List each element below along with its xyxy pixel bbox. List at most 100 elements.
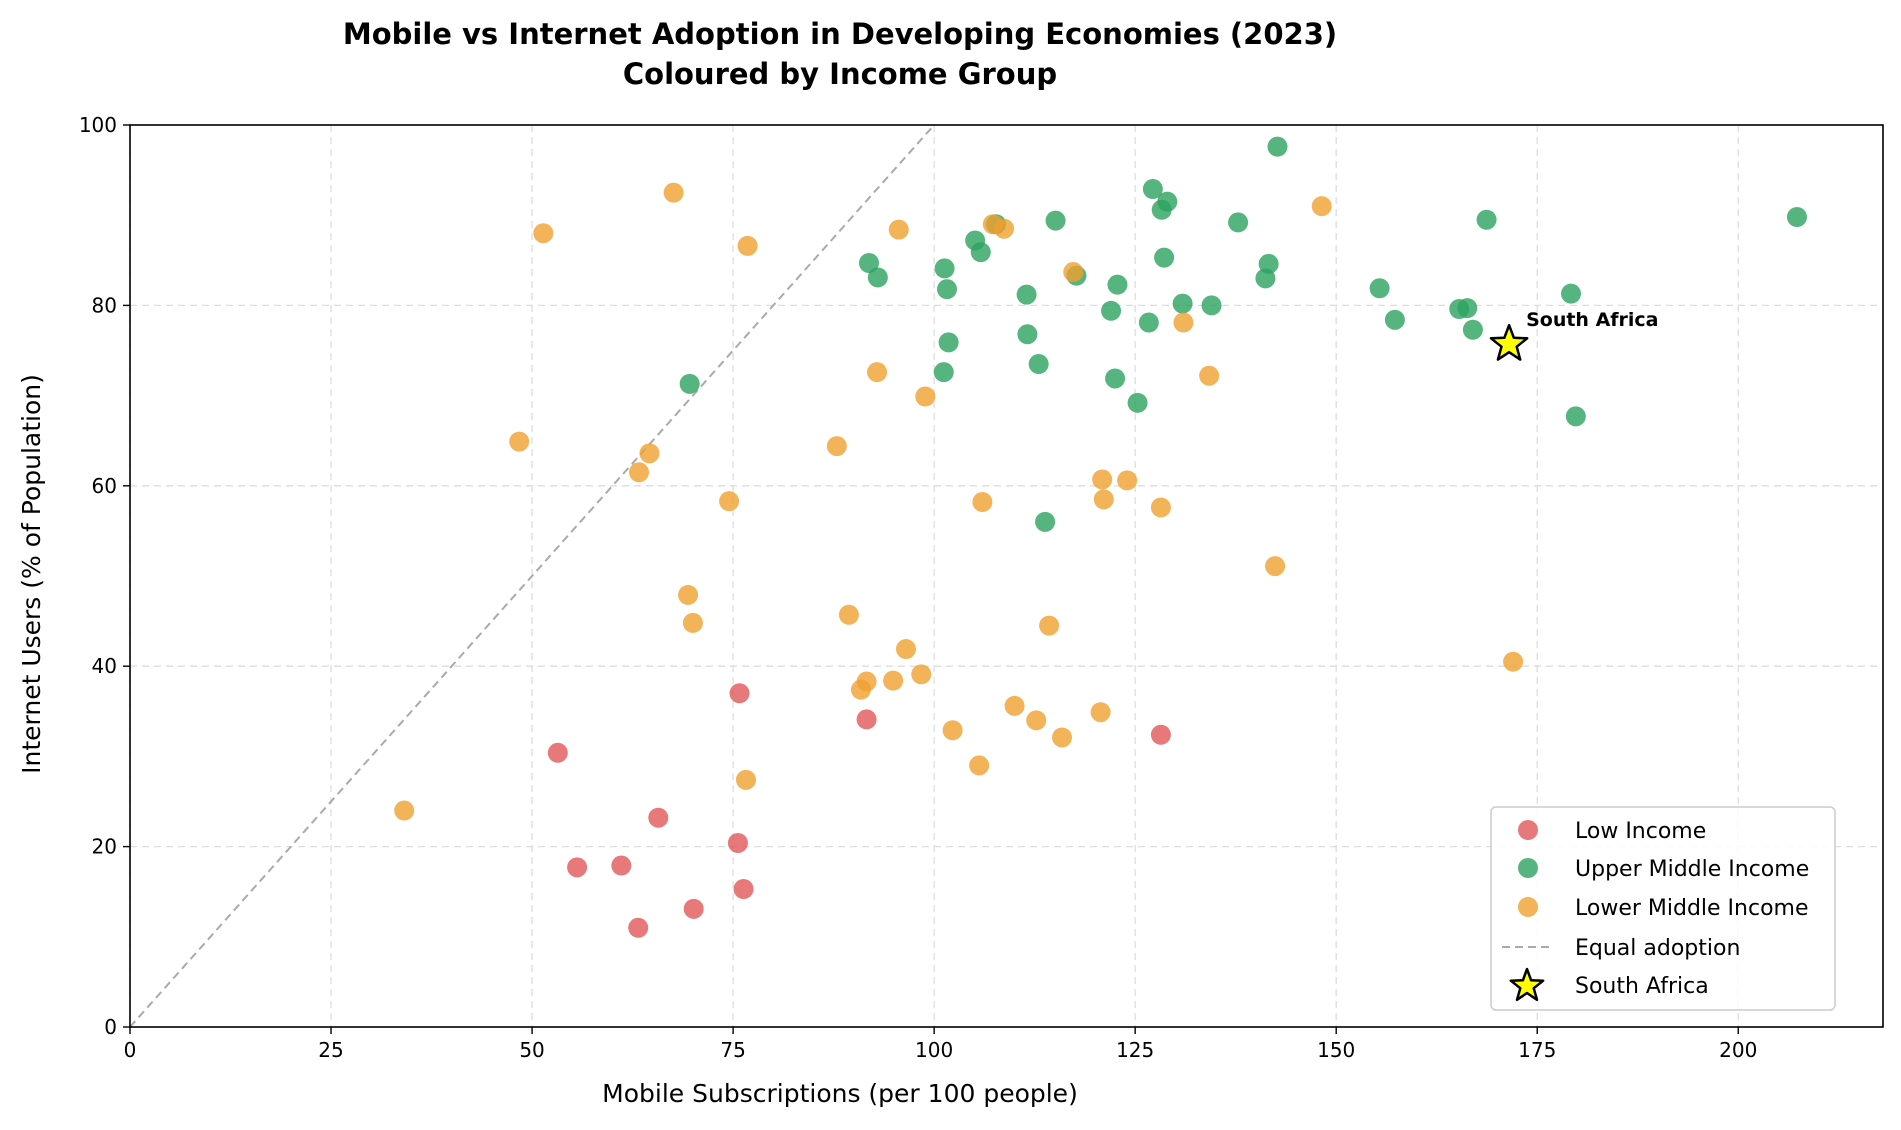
legend-marker-low-income: [1518, 820, 1538, 840]
point-lower-middle-income: [639, 443, 660, 464]
y-tick-label: 0: [104, 1015, 117, 1039]
point-upper-middle-income: [858, 253, 879, 274]
point-lower-middle-income: [1092, 469, 1113, 490]
point-lower-middle-income: [735, 769, 756, 790]
legend-box: [1490, 806, 1836, 1011]
x-tick-label: 0: [124, 1038, 137, 1062]
point-low-income: [648, 807, 669, 828]
point-low-income: [727, 832, 748, 853]
south-africa-star: [1489, 323, 1529, 361]
point-lower-middle-income: [629, 462, 650, 483]
point-low-income: [628, 917, 649, 938]
point-upper-middle-income: [1107, 274, 1128, 295]
point-low-income: [611, 855, 632, 876]
point-upper-middle-income: [933, 362, 954, 383]
point-lower-middle-income: [856, 671, 877, 692]
point-lower-middle-income: [867, 362, 888, 383]
point-lower-middle-income: [969, 755, 990, 776]
y-tick-label: 40: [92, 654, 117, 678]
point-upper-middle-income: [1045, 210, 1066, 231]
point-upper-middle-income: [1017, 324, 1038, 345]
point-upper-middle-income: [970, 242, 991, 263]
point-upper-middle-income: [1267, 136, 1288, 157]
south-africa-annotation: South Africa: [1526, 309, 1658, 331]
point-low-income: [1150, 724, 1171, 745]
x-tick-label: 25: [318, 1038, 343, 1062]
point-lower-middle-income: [1004, 695, 1025, 716]
legend-label-low-income: Low Income: [1575, 819, 1706, 844]
point-upper-middle-income: [1172, 293, 1193, 314]
legend-marker-upper-middle-income: [1518, 858, 1538, 878]
point-lower-middle-income: [915, 386, 936, 407]
point-lower-middle-income: [972, 492, 993, 513]
x-axis-label: Mobile Subscriptions (per 100 people): [602, 1079, 1078, 1108]
legend-marker-lower-middle-income: [1518, 897, 1538, 917]
point-upper-middle-income: [1127, 392, 1148, 413]
x-tick-label: 200: [1719, 1038, 1757, 1062]
point-upper-middle-income: [938, 332, 959, 353]
data-points: [394, 136, 1807, 938]
point-lower-middle-income: [663, 182, 684, 203]
point-upper-middle-income: [1384, 309, 1405, 330]
point-lower-middle-income: [678, 584, 699, 605]
y-tick-label: 80: [92, 293, 117, 317]
point-lower-middle-income: [1026, 710, 1047, 731]
point-upper-middle-income: [1035, 511, 1056, 532]
point-upper-middle-income: [936, 279, 957, 300]
point-lower-middle-income: [1503, 651, 1524, 672]
point-upper-middle-income: [1786, 207, 1807, 228]
point-lower-middle-income: [895, 639, 916, 660]
point-upper-middle-income: [1462, 319, 1483, 340]
point-low-income: [729, 683, 750, 704]
point-upper-middle-income: [1028, 354, 1049, 375]
point-lower-middle-income: [994, 218, 1015, 239]
point-upper-middle-income: [1369, 278, 1390, 299]
point-lower-middle-income: [394, 800, 415, 821]
point-lower-middle-income: [737, 235, 758, 256]
point-low-income: [856, 709, 877, 730]
x-tick-label: 175: [1518, 1038, 1556, 1062]
point-upper-middle-income: [934, 258, 955, 279]
point-upper-middle-income: [1457, 298, 1478, 319]
point-upper-middle-income: [1154, 247, 1175, 268]
point-upper-middle-income: [1258, 253, 1279, 274]
x-axis-ticks: 0 25 50 75 100 125 150 175 200: [124, 1027, 1757, 1062]
chart-subtitle: Coloured by Income Group: [623, 57, 1057, 91]
point-lower-middle-income: [1173, 312, 1194, 333]
point-lower-middle-income: [1090, 702, 1111, 723]
point-upper-middle-income: [1105, 368, 1126, 389]
point-upper-middle-income: [1201, 295, 1222, 316]
legend-marker-south-africa-star: [1509, 967, 1545, 1002]
point-upper-middle-income: [1157, 191, 1178, 212]
legend-label-upper-middle-income: Upper Middle Income: [1575, 857, 1809, 882]
point-lower-middle-income: [1039, 615, 1060, 636]
point-upper-middle-income: [1565, 406, 1586, 427]
point-low-income: [547, 742, 568, 763]
point-upper-middle-income: [1228, 212, 1249, 233]
y-tick-label: 20: [92, 835, 117, 859]
point-upper-middle-income: [1016, 284, 1037, 305]
legend-label-lower-middle-income: Lower Middle Income: [1575, 896, 1809, 921]
point-lower-middle-income: [883, 670, 904, 691]
point-lower-middle-income: [1117, 470, 1138, 491]
point-low-income: [683, 898, 704, 919]
x-tick-label: 100: [915, 1038, 953, 1062]
point-lower-middle-income: [1063, 262, 1084, 283]
point-upper-middle-income: [1142, 179, 1163, 200]
point-lower-middle-income: [1199, 365, 1220, 386]
point-lower-middle-income: [838, 604, 859, 625]
point-upper-middle-income: [1101, 300, 1122, 321]
y-tick-label: 100: [79, 113, 117, 137]
point-upper-middle-income: [1560, 283, 1581, 304]
point-lower-middle-income: [1150, 497, 1171, 518]
equal-adoption-line-group: [129, 124, 935, 1028]
point-lower-middle-income: [942, 720, 963, 741]
point-lower-middle-income: [509, 431, 530, 452]
point-upper-middle-income: [867, 267, 888, 288]
highlight-group: South Africa: [1489, 309, 1659, 361]
point-lower-middle-income: [682, 612, 703, 633]
point-lower-middle-income: [533, 223, 554, 244]
legend-label-equal-adoption: Equal adoption: [1575, 936, 1740, 961]
point-lower-middle-income: [888, 219, 909, 240]
